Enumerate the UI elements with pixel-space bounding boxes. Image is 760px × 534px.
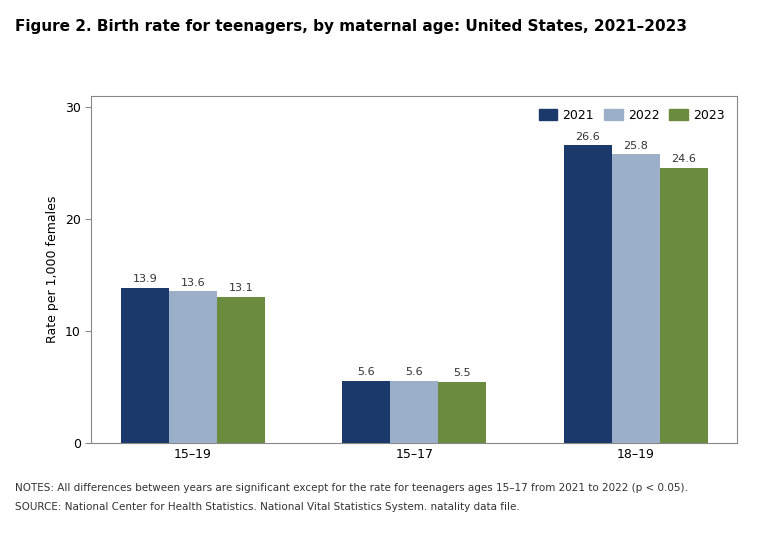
Bar bbox=[217, 296, 264, 443]
Bar bbox=[121, 288, 169, 443]
Text: 25.8: 25.8 bbox=[623, 141, 648, 151]
Text: 13.6: 13.6 bbox=[180, 278, 205, 288]
Text: 13.1: 13.1 bbox=[229, 283, 253, 293]
Text: NOTES: All differences between years are significant except for the rate for tee: NOTES: All differences between years are… bbox=[15, 483, 688, 493]
Bar bbox=[660, 168, 708, 443]
Text: 5.6: 5.6 bbox=[405, 367, 423, 377]
Y-axis label: Rate per 1,000 females: Rate per 1,000 females bbox=[46, 196, 59, 343]
Bar bbox=[564, 145, 612, 443]
Text: 13.9: 13.9 bbox=[132, 274, 157, 284]
Text: 5.5: 5.5 bbox=[454, 368, 471, 378]
Text: 26.6: 26.6 bbox=[575, 132, 600, 142]
Bar bbox=[439, 382, 486, 443]
Text: 24.6: 24.6 bbox=[671, 154, 696, 164]
Text: 5.6: 5.6 bbox=[357, 367, 375, 377]
Bar bbox=[342, 381, 390, 443]
Text: Figure 2. Birth rate for teenagers, by maternal age: United States, 2021–2023: Figure 2. Birth rate for teenagers, by m… bbox=[15, 19, 687, 34]
Legend: 2021, 2022, 2023: 2021, 2022, 2023 bbox=[532, 103, 731, 128]
Bar bbox=[169, 291, 217, 443]
Bar bbox=[612, 154, 660, 443]
Bar bbox=[390, 381, 439, 443]
Text: SOURCE: National Center for Health Statistics. National Vital Statistics System.: SOURCE: National Center for Health Stati… bbox=[15, 502, 520, 512]
